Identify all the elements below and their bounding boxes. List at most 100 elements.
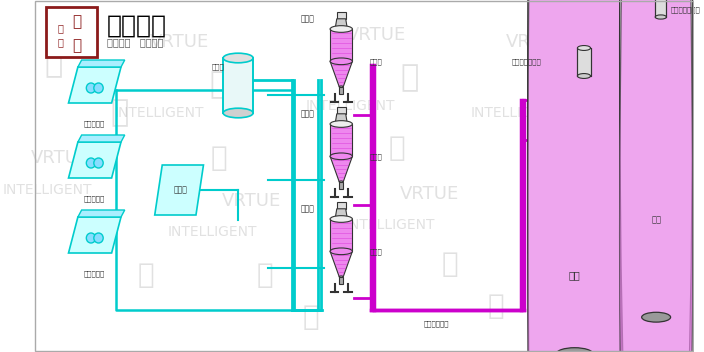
Polygon shape: [330, 29, 353, 61]
Polygon shape: [330, 61, 353, 87]
Text: INTELLIGENT: INTELLIGENT: [2, 183, 92, 197]
Ellipse shape: [620, 0, 693, 352]
Text: 惟德智能: 惟德智能: [107, 14, 167, 38]
Ellipse shape: [87, 158, 96, 168]
Text: 仓顶脉冲除尘器: 仓顶脉冲除尘器: [512, 59, 542, 65]
Text: 能: 能: [57, 37, 63, 47]
Text: 进料口: 进料口: [301, 14, 315, 23]
Polygon shape: [528, 177, 622, 252]
Text: VRTUE: VRTUE: [400, 184, 459, 203]
Ellipse shape: [330, 26, 353, 32]
Text: 惟: 惟: [44, 49, 63, 78]
Polygon shape: [78, 60, 125, 67]
Polygon shape: [339, 277, 344, 284]
Text: 惟: 惟: [567, 144, 583, 172]
Text: 进料口: 进料口: [301, 204, 315, 213]
Text: 德: 德: [111, 98, 129, 127]
Text: 抱诚守真   蕙德于行: 抱诚守真 蕙德于行: [107, 37, 163, 47]
Text: 智: 智: [256, 260, 273, 289]
Polygon shape: [68, 142, 121, 178]
Polygon shape: [330, 124, 353, 156]
Polygon shape: [339, 182, 344, 189]
Text: 德: 德: [73, 38, 82, 54]
Polygon shape: [78, 210, 125, 217]
Text: INTELLIGENT: INTELLIGENT: [168, 225, 257, 239]
Ellipse shape: [94, 158, 103, 168]
Polygon shape: [655, 0, 667, 17]
Ellipse shape: [528, 0, 622, 352]
Ellipse shape: [339, 86, 344, 88]
Ellipse shape: [94, 83, 103, 93]
Text: VRTUE: VRTUE: [149, 33, 208, 51]
Polygon shape: [335, 209, 347, 219]
Text: 发送罐: 发送罐: [370, 249, 382, 255]
Ellipse shape: [87, 233, 96, 243]
Polygon shape: [330, 219, 353, 251]
Polygon shape: [620, 235, 693, 305]
Text: 空气压缩机: 空气压缩机: [84, 195, 106, 202]
Text: 能: 能: [138, 260, 154, 289]
Text: 德: 德: [553, 70, 571, 99]
Ellipse shape: [528, 0, 622, 352]
Polygon shape: [620, 45, 693, 235]
Ellipse shape: [330, 153, 353, 160]
Ellipse shape: [620, 0, 693, 352]
Text: 空气压缩机: 空气压缩机: [84, 120, 106, 127]
Polygon shape: [78, 135, 125, 142]
Text: 智: 智: [441, 250, 458, 278]
Ellipse shape: [223, 53, 253, 63]
Text: VRTUE: VRTUE: [222, 191, 281, 210]
Text: 惟: 惟: [73, 14, 82, 30]
Text: 德: 德: [401, 63, 419, 92]
Text: 德: 德: [210, 70, 227, 99]
Polygon shape: [562, 90, 588, 102]
Text: 能: 能: [487, 292, 504, 320]
Polygon shape: [337, 107, 346, 114]
Text: 发送罐: 发送罐: [370, 154, 382, 160]
Ellipse shape: [223, 108, 253, 118]
Text: 料仓: 料仓: [569, 270, 581, 280]
Text: INTELLIGENT: INTELLIGENT: [346, 218, 435, 232]
FancyBboxPatch shape: [46, 7, 96, 57]
Ellipse shape: [577, 74, 591, 78]
Text: 能: 能: [659, 172, 676, 201]
Polygon shape: [528, 102, 622, 252]
Text: VRTUE: VRTUE: [578, 191, 638, 210]
Ellipse shape: [330, 216, 353, 222]
Text: 空气压缩机: 空气压缩机: [84, 270, 106, 277]
Text: VRTUE: VRTUE: [347, 26, 406, 44]
Ellipse shape: [330, 121, 353, 127]
Text: 冷干机: 冷干机: [174, 186, 188, 195]
Ellipse shape: [330, 248, 353, 254]
Polygon shape: [223, 58, 253, 113]
Text: 缓冲罐: 缓冲罐: [211, 63, 224, 70]
Text: 发送罐: 发送罐: [370, 59, 382, 65]
Polygon shape: [330, 156, 353, 182]
Text: INTELLIGENT: INTELLIGENT: [471, 106, 560, 120]
Text: 智: 智: [57, 23, 63, 33]
Text: 惟: 惟: [389, 134, 405, 162]
Ellipse shape: [528, 0, 622, 352]
Ellipse shape: [339, 276, 344, 278]
Text: VRTUE: VRTUE: [505, 33, 565, 51]
Text: INTELLIGENT: INTELLIGENT: [536, 229, 627, 243]
Polygon shape: [155, 165, 203, 215]
Polygon shape: [330, 251, 353, 277]
Polygon shape: [646, 30, 667, 45]
Text: INTELLIGENT: INTELLIGENT: [115, 106, 204, 120]
Polygon shape: [68, 67, 121, 103]
Polygon shape: [337, 202, 346, 209]
Polygon shape: [650, 305, 662, 317]
Text: 管链卸料水管: 管链卸料水管: [424, 320, 450, 327]
Text: 智: 智: [78, 215, 95, 243]
Ellipse shape: [620, 0, 693, 352]
Text: VRTUE: VRTUE: [30, 149, 90, 168]
Ellipse shape: [330, 58, 353, 65]
Polygon shape: [337, 12, 346, 19]
Text: 进料口: 进料口: [301, 109, 315, 118]
Ellipse shape: [641, 312, 671, 322]
Text: 能: 能: [303, 303, 319, 331]
Ellipse shape: [339, 181, 344, 183]
Polygon shape: [335, 114, 347, 124]
Polygon shape: [566, 342, 583, 352]
